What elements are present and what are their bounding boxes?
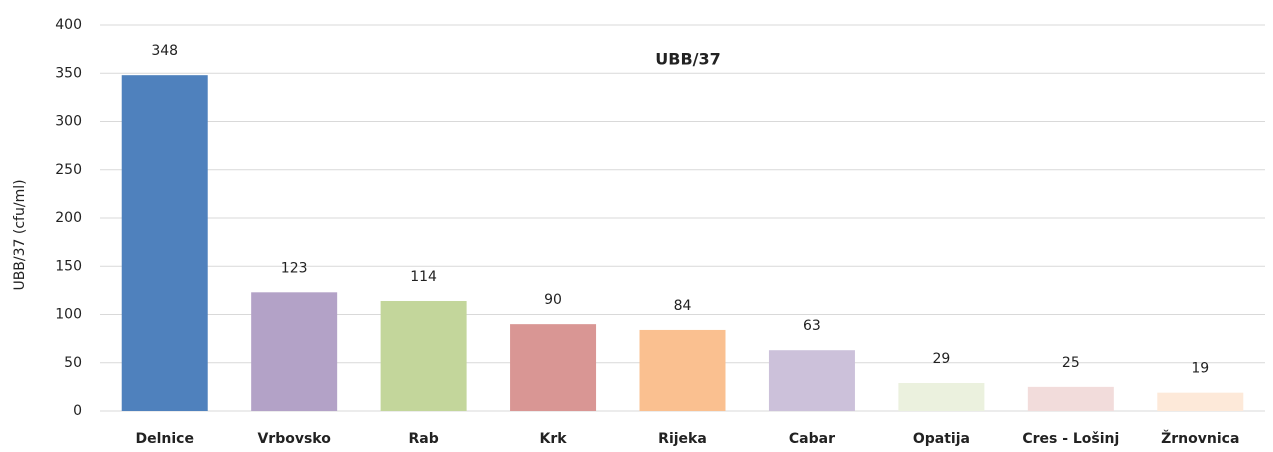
x-tick-label: Rab — [408, 431, 438, 447]
y-tick-label: 200 — [55, 210, 82, 226]
x-tick-label: Opatija — [913, 431, 970, 447]
x-tick-label: Krk — [540, 431, 568, 447]
x-tick-label: Cres - Lošinj — [1022, 431, 1119, 447]
data-label: 63 — [803, 318, 821, 334]
y-tick-label: 100 — [55, 307, 82, 323]
data-label: 19 — [1191, 361, 1209, 377]
y-tick-label: 150 — [55, 258, 82, 274]
y-tick-label: 250 — [55, 162, 82, 178]
bar — [121, 75, 208, 412]
chart-title: UBB/37 — [655, 50, 721, 69]
y-tick-label: 50 — [64, 355, 82, 371]
data-label: 29 — [932, 351, 950, 367]
bar — [1157, 392, 1244, 411]
bar — [898, 383, 985, 411]
x-tick-label: Cabar — [789, 431, 835, 447]
bar — [510, 324, 597, 411]
data-label: 123 — [281, 260, 308, 276]
y-tick-label: 0 — [73, 403, 82, 419]
data-label: 114 — [410, 269, 437, 285]
data-label: 25 — [1062, 355, 1080, 371]
bar — [1027, 386, 1114, 411]
bar — [768, 350, 855, 411]
data-label: 84 — [674, 298, 692, 314]
x-tick-label: Delnice — [135, 431, 193, 447]
bar — [639, 329, 726, 411]
y-tick-label: 350 — [55, 65, 82, 81]
y-axis-label: UBB/37 (cfu/ml) — [12, 179, 28, 290]
bar — [251, 292, 338, 411]
data-label: 348 — [151, 43, 178, 59]
x-tick-label: Rijeka — [658, 431, 707, 447]
x-tick-label: Žrnovnica — [1161, 430, 1239, 447]
x-tick-label: Vrbovsko — [257, 431, 331, 447]
y-tick-label: 400 — [55, 17, 82, 33]
data-label: 90 — [544, 292, 562, 308]
y-tick-label: 300 — [55, 114, 82, 130]
bar — [380, 300, 467, 411]
